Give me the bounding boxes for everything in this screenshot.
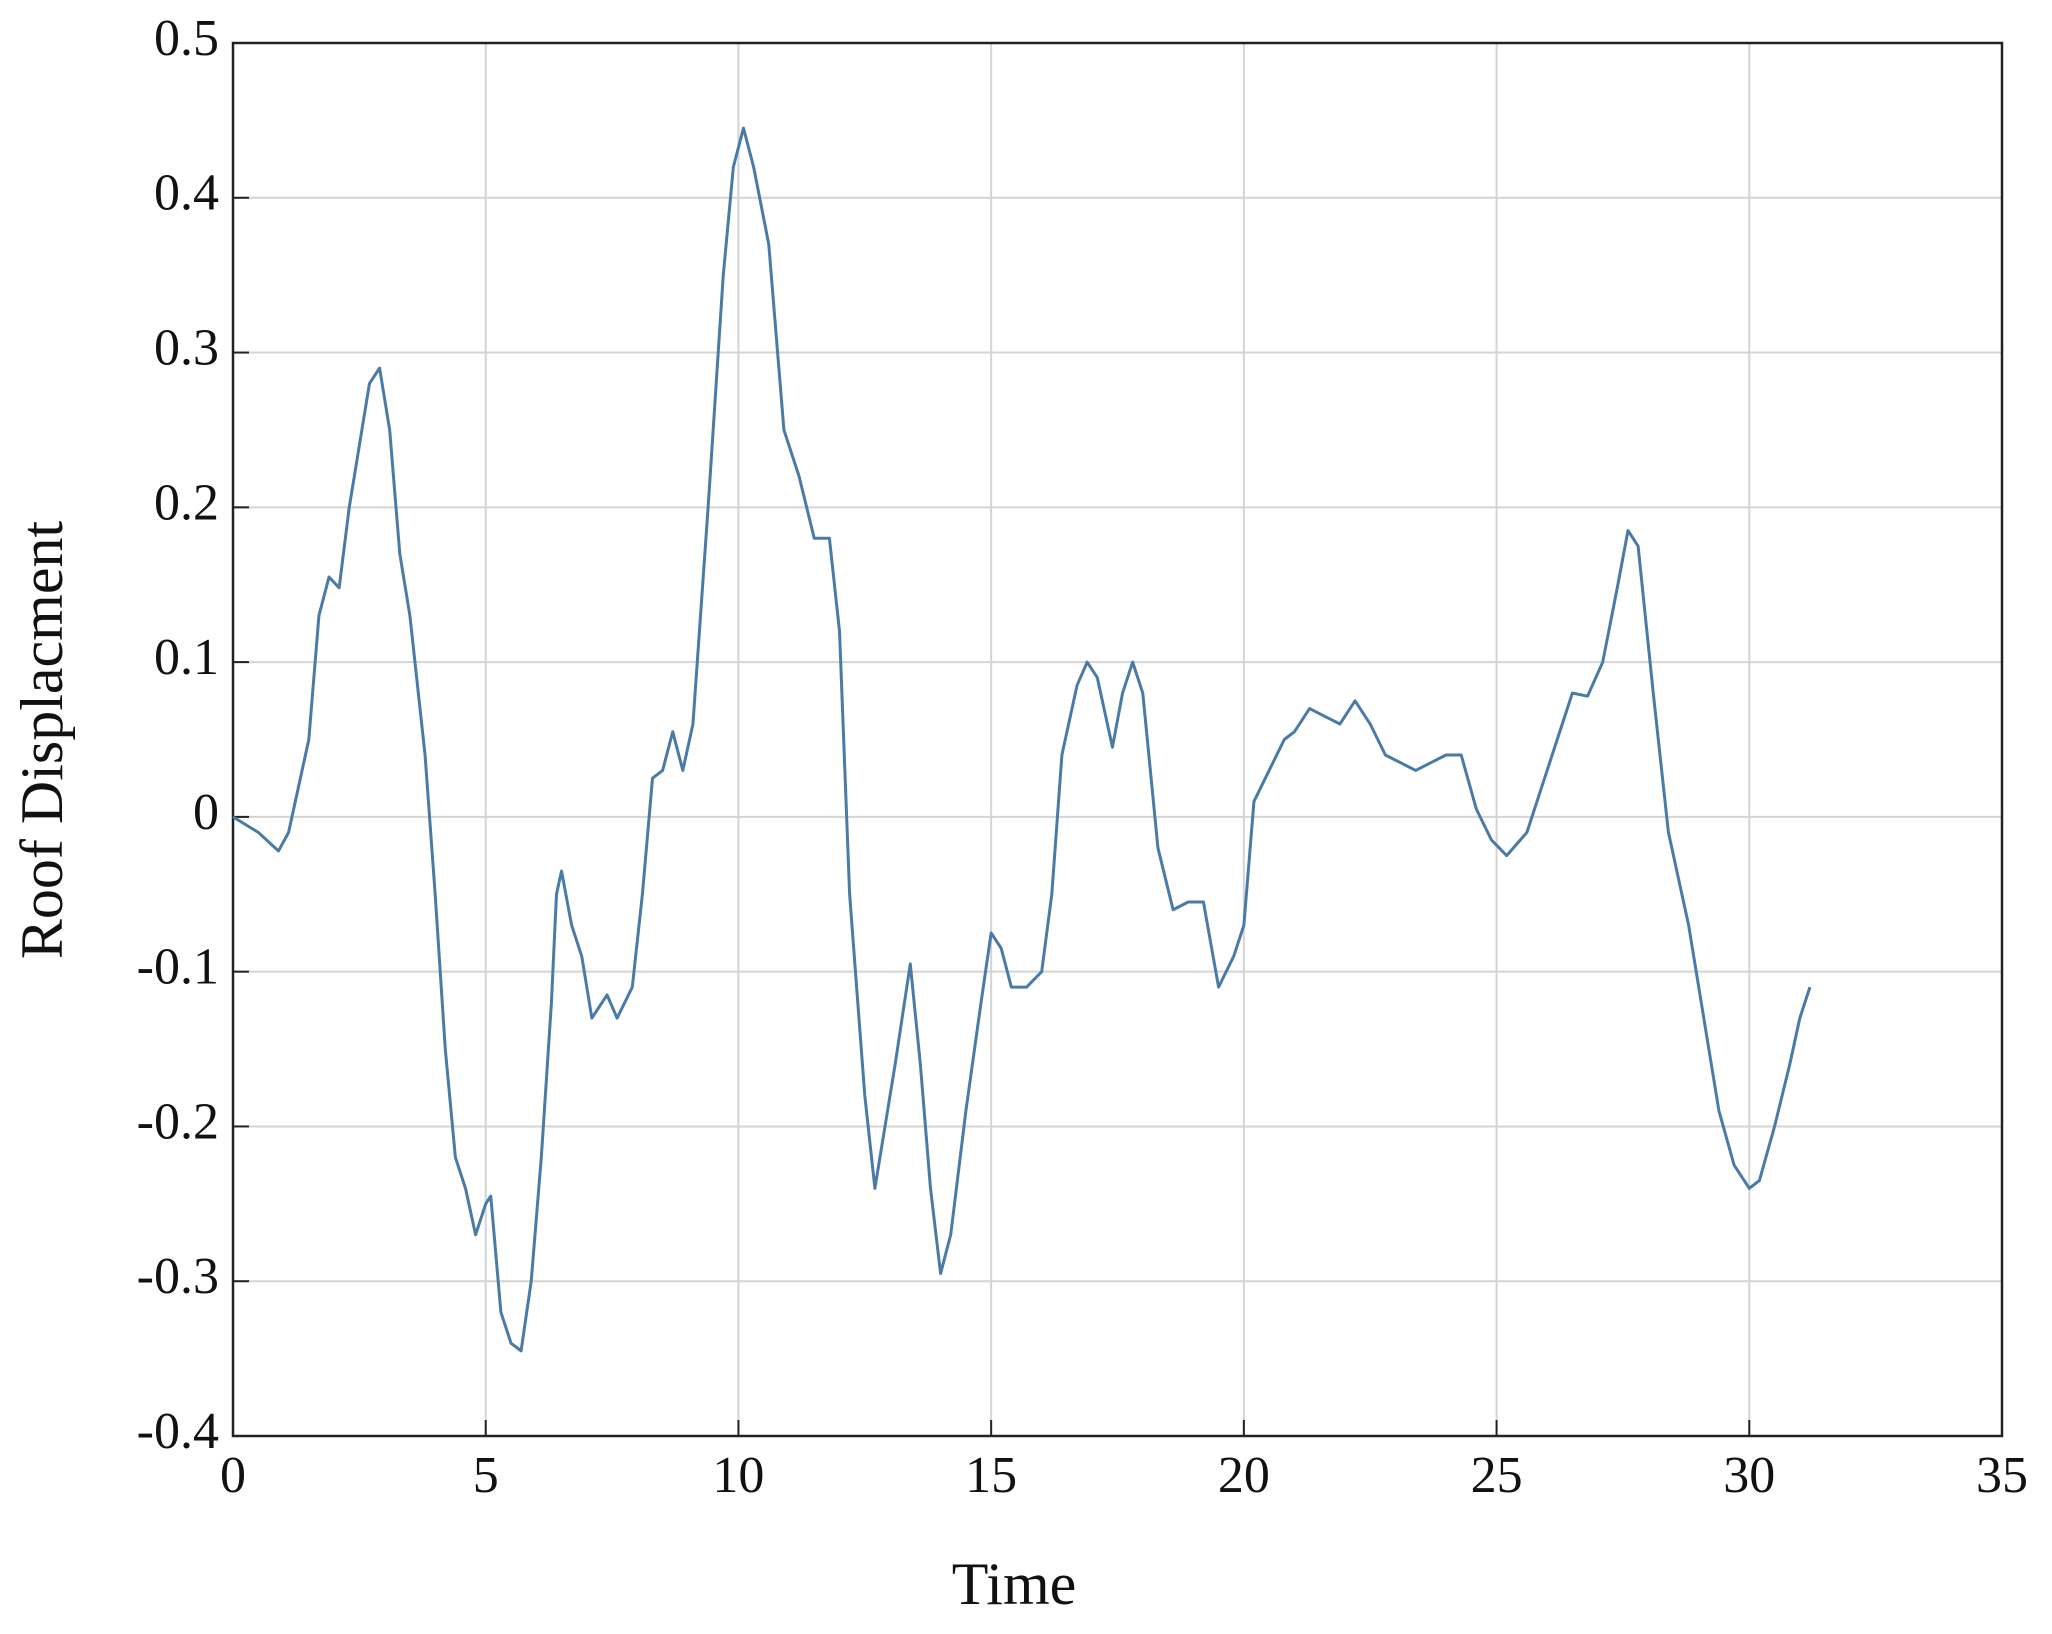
y-tick-label: 0.4 <box>154 165 219 222</box>
y-tick-label: -0.3 <box>137 1248 219 1305</box>
x-tick-label: 10 <box>712 1447 764 1504</box>
y-axis-label: Roof Displacment <box>9 521 75 960</box>
x-tick-label: 30 <box>1723 1447 1775 1504</box>
x-tick-label: 5 <box>473 1447 499 1504</box>
data-line <box>232 126 1812 1353</box>
x-axis-label: Time <box>952 1551 1077 1617</box>
y-tick-label: 0.5 <box>154 10 219 67</box>
y-tick-label: -0.4 <box>137 1403 219 1460</box>
y-tick-label: -0.1 <box>137 939 219 996</box>
plot-frame <box>231 41 2004 1438</box>
y-tick-label: 0.3 <box>154 319 219 376</box>
y-tick-label: 0 <box>193 784 219 841</box>
y-tick-label: 0.2 <box>154 474 219 531</box>
x-tick-label: 35 <box>1976 1447 2028 1504</box>
x-tick-label: 15 <box>965 1447 1017 1504</box>
x-tick-label: 0 <box>220 1447 246 1504</box>
x-tick-label: 25 <box>1471 1447 1523 1504</box>
y-tick-label: -0.2 <box>137 1093 219 1150</box>
x-tick-label: 20 <box>1218 1447 1270 1504</box>
y-tick-label: 0.1 <box>154 629 219 686</box>
